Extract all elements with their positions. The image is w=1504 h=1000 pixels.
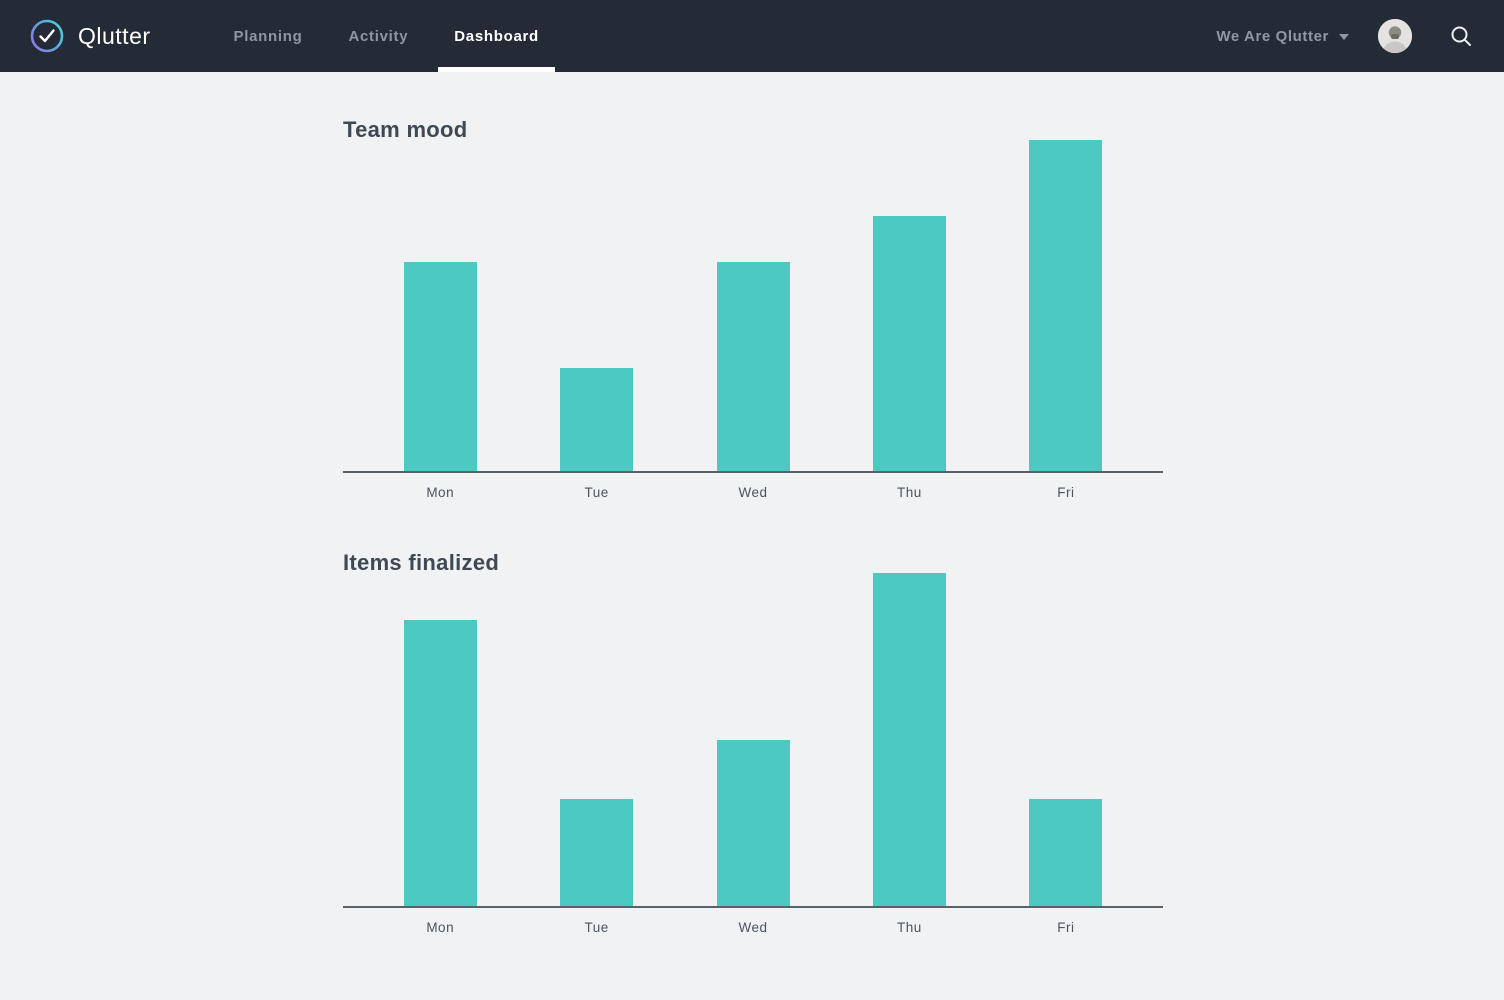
bar-mon: [403, 619, 477, 906]
search-icon: [1450, 25, 1472, 47]
items-finalized-bar-plot: [343, 573, 1163, 908]
top-navbar: Qlutter Planning Activity Dashboard We A…: [0, 0, 1504, 72]
bar-fri: [1029, 140, 1103, 471]
bar-column-wed: [675, 140, 831, 471]
x-axis-label-fri: Fri: [1057, 920, 1075, 935]
bar-column-fri: [988, 140, 1144, 471]
team-selector-label: We Are Qlutter: [1216, 27, 1329, 45]
chart-title-team-mood: Team mood: [343, 117, 468, 142]
team-mood-chart-section: Team mood Mon Tue Wed Thu Fri: [343, 118, 1163, 501]
x-axis-label-tue: Tue: [584, 485, 609, 500]
x-axis-label-wed: Wed: [738, 485, 768, 500]
x-axis-label-mon: Mon: [426, 485, 455, 500]
dashboard-content: Team mood Mon Tue Wed Thu Fri Items finalize…: [0, 72, 1504, 936]
bar-mon: [403, 262, 477, 471]
nav-item-activity[interactable]: Activity: [348, 27, 409, 45]
x-axis-label-fri: Fri: [1057, 485, 1075, 500]
brand[interactable]: Qlutter: [30, 0, 151, 72]
bar-fri: [1029, 799, 1103, 906]
team-selector-dropdown[interactable]: We Are Qlutter: [1216, 28, 1349, 45]
x-axis-label-tue: Tue: [584, 920, 609, 935]
bar-wed: [716, 262, 790, 471]
bar-column-thu: [831, 140, 987, 471]
bar-column-wed: [675, 573, 831, 906]
bar-column-mon: [362, 140, 518, 471]
main-nav: Planning Activity Dashboard: [211, 0, 562, 72]
team-mood-x-axis-labels: Mon Tue Wed Thu Fri: [343, 485, 1163, 501]
bar-tue: [560, 799, 634, 906]
x-axis-label-wed: Wed: [738, 920, 768, 935]
team-mood-bar-plot: [343, 140, 1163, 473]
bar-column-fri: [988, 573, 1144, 906]
avatar[interactable]: [1378, 19, 1412, 53]
bar-wed: [716, 739, 790, 906]
items-finalized-x-axis-labels: Mon Tue Wed Thu Fri: [343, 920, 1163, 936]
search-button[interactable]: [1450, 25, 1472, 47]
bar-thu: [872, 573, 946, 906]
brand-name: Qlutter: [78, 22, 151, 49]
chevron-down-icon: [1339, 34, 1349, 40]
x-axis-label-thu: Thu: [897, 920, 922, 935]
navbar-right: We Are Qlutter: [1216, 0, 1472, 72]
nav-item-dashboard[interactable]: Dashboard: [438, 0, 555, 72]
bar-column-thu: [831, 573, 987, 906]
qlutter-logo-icon: [30, 19, 64, 53]
chart-title-items-finalized: Items finalized: [343, 550, 500, 575]
bar-thu: [872, 216, 946, 471]
nav-item-planning[interactable]: Planning: [233, 27, 303, 45]
bar-column-mon: [362, 573, 518, 906]
bar-tue: [560, 368, 634, 471]
x-axis-label-mon: Mon: [426, 920, 455, 935]
x-axis-label-thu: Thu: [897, 485, 922, 500]
bar-column-tue: [518, 140, 674, 471]
bar-column-tue: [518, 573, 674, 906]
items-finalized-chart-section: Items finalized Mon Tue Wed Thu Fri: [343, 551, 1163, 936]
